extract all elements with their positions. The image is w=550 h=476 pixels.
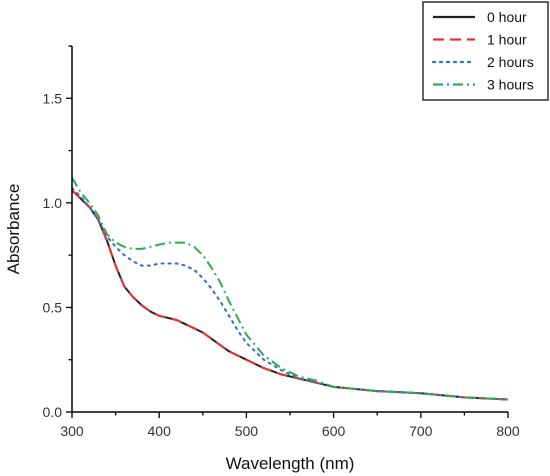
series-line-3 — [71, 187, 509, 401]
legend: 0 hour 1 hour 2 hours 3 hours — [422, 1, 549, 101]
series-line-2 — [71, 189, 509, 401]
series-line-4 — [71, 177, 509, 401]
series-layer — [71, 177, 509, 401]
x-tick-label: 800 — [496, 423, 520, 439]
series-line-1 — [71, 189, 509, 401]
y-tick-label: 1.5 — [43, 90, 63, 106]
legend-label-4: 3 hours — [487, 77, 534, 93]
legend-box — [422, 1, 549, 101]
x-tick-label: 700 — [409, 423, 433, 439]
y-tick-label: 0.0 — [43, 404, 63, 420]
x-tick-label: 300 — [60, 423, 84, 439]
legend-label-2: 1 hour — [487, 32, 527, 48]
x-tick-label: 500 — [235, 423, 259, 439]
y-tick-label: 0.5 — [43, 299, 63, 315]
y-tick-label: 1.0 — [43, 195, 63, 211]
x-axis-title: Wavelength (nm) — [226, 454, 355, 473]
x-tick-label: 400 — [148, 423, 172, 439]
legend-label-1: 0 hour — [487, 9, 527, 25]
legend-label-3: 2 hours — [487, 54, 534, 70]
y-axis-title: Absorbance — [4, 184, 23, 275]
x-tick-label: 600 — [322, 423, 346, 439]
axes-layer: 300 400 500 600 700 800 0.0 0.5 1.0 1.5 Wavelength… — [4, 45, 520, 473]
